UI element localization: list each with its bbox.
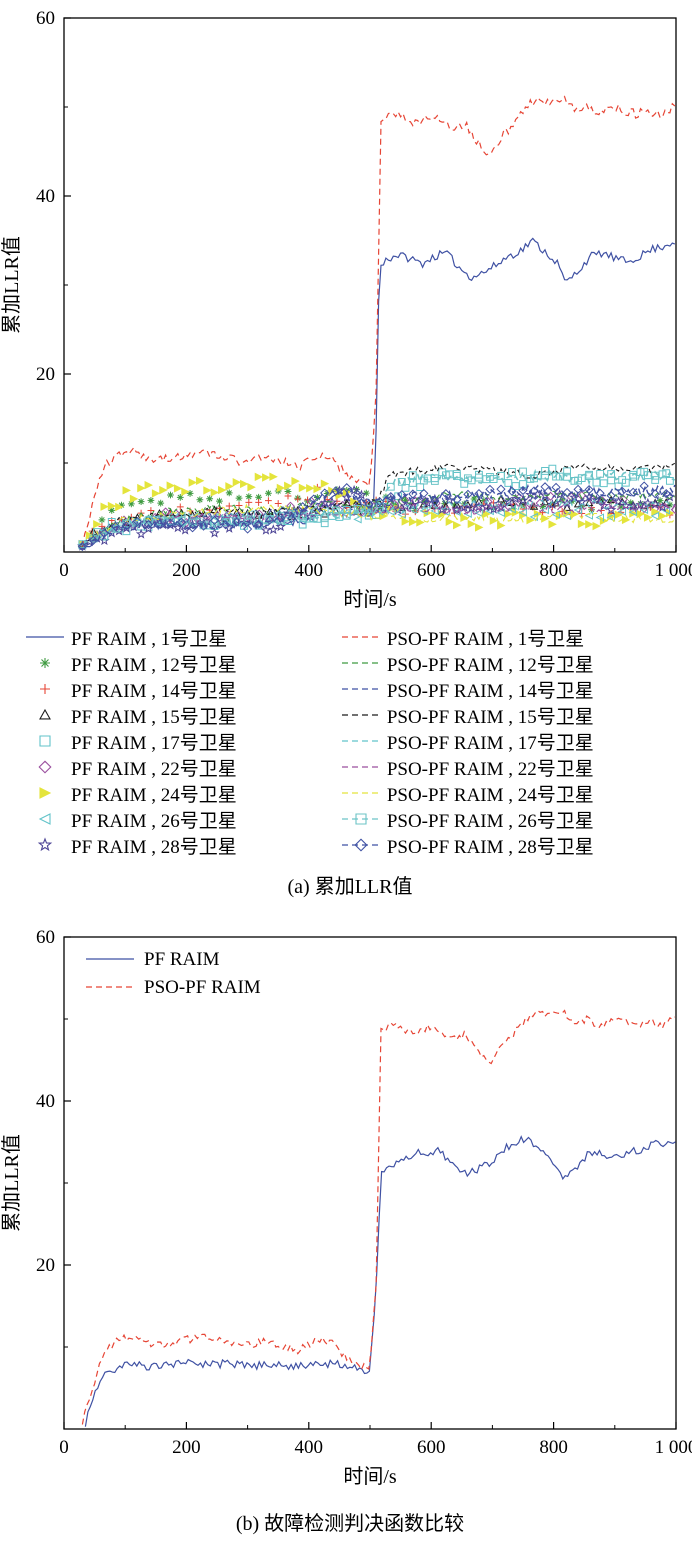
- svg-text:40: 40: [36, 1091, 55, 1112]
- series-group: [77, 95, 676, 552]
- svg-text:400: 400: [295, 1437, 324, 1458]
- svg-text:800: 800: [539, 560, 568, 581]
- svg-text:20: 20: [36, 364, 55, 385]
- svg-text:200: 200: [172, 560, 201, 581]
- axes: 0 200 400 600 800 1 000 20 40 60 时间/s 累加LLR值: [0, 927, 692, 1488]
- legend-item: PSO-PF RAIM , 24号卫星: [340, 780, 696, 807]
- legend-label: PSO-PF RAIM , 28号卫星: [386, 836, 594, 858]
- chart-b-caption: (b) 故障检测判决函数比较: [235, 1513, 465, 1535]
- legend-item: PF RAIM , 12号卫星: [24, 650, 340, 677]
- svg-text:累加LLR值: 累加LLR值: [0, 1134, 23, 1232]
- legend-item: PSO-PF RAIM , 14号卫星: [340, 676, 696, 703]
- legend-item: PF RAIM , 14号卫星: [24, 676, 340, 703]
- square-marker-icon: [39, 735, 51, 747]
- chart-a-plot: 0 200 400 600 800 1 000 20 40 60 时间/s 累加LLR值: [0, 8, 692, 611]
- series-group: [81, 1009, 676, 1427]
- legend-label: PSO-PF RAIM , 15号卫星: [386, 706, 594, 728]
- legend-label: PF RAIM , 22号卫星: [71, 758, 237, 780]
- legend-label: PSO-PF RAIM , 26号卫星: [386, 810, 594, 832]
- svg-text:60: 60: [36, 8, 55, 29]
- line-sample-icon: [341, 688, 380, 690]
- plus-marker-icon: [40, 684, 50, 694]
- legend-item: PF RAIM , 24号卫星: [24, 780, 340, 807]
- line-sample-icon: [341, 636, 380, 638]
- legend-label: PF RAIM , 12号卫星: [71, 654, 237, 676]
- legend-label: PSO-PF RAIM , 17号卫星: [386, 732, 594, 754]
- axes: 0 200 400 600 800 1 000 20 40 60 时间/s 累加LLR值: [0, 8, 692, 611]
- chart-a-caption: (a) 累加LLR值: [287, 876, 413, 898]
- line-sample-icon: [341, 662, 380, 664]
- triangle-up-marker-icon: [39, 708, 51, 720]
- legend-label: PSO-PF RAIM , 22号卫星: [386, 758, 594, 780]
- legend-item: PF RAIM , 15号卫星: [24, 702, 340, 729]
- figure-a: 0 200 400 600 800 1 000 20 40 60 时间/s 累加LLR值 PF RA…: [0, 4, 700, 899]
- legend-item: PF RAIM , 1号卫星: [24, 624, 340, 651]
- legend-label: PF RAIM , 26号卫星: [71, 810, 237, 832]
- chart-b-legend: PF RAIM PSO-PF RAIM: [86, 949, 261, 998]
- svg-text:1 000: 1 000: [655, 560, 692, 581]
- legend-item: PSO-PF RAIM , 28号卫星: [340, 832, 696, 859]
- chart-a-legend: PF RAIM , 1号卫星 PF RAIM , 12号卫星 PF RAIM , 1…: [0, 616, 700, 858]
- square-marker-icon: [341, 813, 380, 825]
- triangle-left-marker-icon: [38, 813, 51, 825]
- figure-b: 0 200 400 600 800 1 000 20 40 60 时间/s 累加LLR值 PF RAI…: [0, 923, 700, 1536]
- legend-label: PSO-PF RAIM , 1号卫星: [386, 628, 585, 650]
- svg-text:时间/s: 时间/s: [343, 588, 397, 611]
- asterisk-marker-icon: [40, 658, 50, 668]
- legend-label: PSO-PF RAIM , 14号卫星: [386, 680, 594, 702]
- svg-text:0: 0: [59, 1437, 69, 1458]
- svg-text:600: 600: [417, 560, 446, 581]
- svg-text:PF RAIM: PF RAIM: [144, 949, 220, 970]
- legend-item: PSO-PF RAIM , 26号卫星: [340, 806, 696, 833]
- legend-label: PF RAIM , 15号卫星: [71, 706, 237, 728]
- diamond-marker-icon: [38, 760, 52, 774]
- svg-text:400: 400: [295, 560, 324, 581]
- legend-item: PF RAIM , 17号卫星: [24, 728, 340, 755]
- legend-label: PSO-PF RAIM , 12号卫星: [386, 654, 594, 676]
- star5-marker-icon: [37, 837, 53, 852]
- svg-text:20: 20: [36, 1255, 55, 1276]
- line-sample-icon: [341, 740, 380, 742]
- legend-label: PSO-PF RAIM , 24号卫星: [386, 784, 594, 806]
- legend-item: PF RAIM , 26号卫星: [24, 806, 340, 833]
- legend-item: PSO-PF RAIM , 22号卫星: [340, 754, 696, 781]
- svg-text:40: 40: [36, 186, 55, 207]
- diamond-marker-icon: [341, 838, 380, 852]
- svg-text:60: 60: [36, 927, 55, 948]
- legend-label: PF RAIM , 28号卫星: [71, 836, 237, 858]
- legend-item: PSO-PF RAIM , 17号卫星: [340, 728, 696, 755]
- svg-text:200: 200: [172, 1437, 201, 1458]
- line-sample-icon: [341, 766, 380, 768]
- line-sample-icon: [26, 636, 64, 638]
- triangle-right-marker-icon: [39, 787, 52, 799]
- svg-text:0: 0: [59, 560, 69, 581]
- chart-b-plot: 0 200 400 600 800 1 000 20 40 60 时间/s 累加LLR值 PF RAI…: [0, 927, 692, 1488]
- svg-text:800: 800: [539, 1437, 568, 1458]
- line-sample-icon: [341, 792, 380, 794]
- legend-label: PF RAIM , 1号卫星: [71, 628, 228, 650]
- legend-item: PF RAIM , 22号卫星: [24, 754, 340, 781]
- svg-text:时间/s: 时间/s: [343, 1465, 397, 1488]
- svg-text:累加LLR值: 累加LLR值: [0, 236, 23, 334]
- legend-item: PSO-PF RAIM , 12号卫星: [340, 650, 696, 677]
- legend-label: PF RAIM , 14号卫星: [71, 680, 237, 702]
- legend-label: PF RAIM , 24号卫星: [71, 784, 237, 806]
- legend-item: PSO-PF RAIM , 15号卫星: [340, 702, 696, 729]
- svg-text:1 000: 1 000: [655, 1437, 692, 1458]
- legend-label: PF RAIM , 17号卫星: [71, 732, 237, 754]
- svg-text:600: 600: [417, 1437, 446, 1458]
- svg-text:PSO-PF RAIM: PSO-PF RAIM: [144, 977, 261, 998]
- legend-item: PF RAIM , 28号卫星: [24, 832, 340, 859]
- legend-item: PSO-PF RAIM , 1号卫星: [340, 624, 696, 651]
- line-sample-icon: [341, 714, 380, 716]
